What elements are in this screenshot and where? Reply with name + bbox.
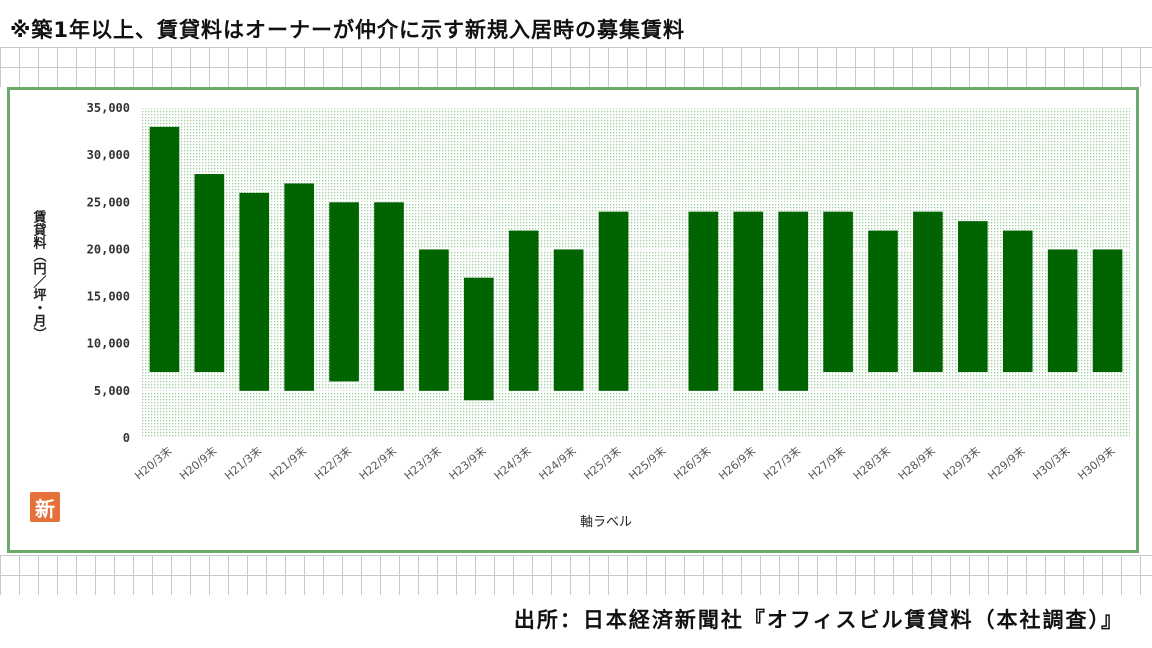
y-tick-label: 20,000: [87, 242, 130, 256]
bar: [284, 183, 315, 391]
bar: [598, 211, 629, 391]
bar: [419, 249, 449, 391]
y-tick-label: 10,000: [87, 337, 130, 351]
bar: [688, 211, 719, 391]
bar-chart: 35,000 30,000 25,000 20,000 15,000 10,000 5,00…: [31, 101, 1130, 530]
bar: [913, 211, 943, 372]
x-tick-label: H24/9末: [536, 444, 579, 483]
spreadsheet-grid-bottom: [0, 555, 1152, 595]
x-tick-label: H26/3末: [671, 444, 714, 483]
bar: [374, 202, 404, 391]
spreadsheet-grid-top: [0, 47, 1152, 87]
x-tick-label: H23/9末: [446, 444, 489, 483]
bar: [868, 230, 898, 372]
y-axis-label: 賃貸料（円／坪・月）: [31, 209, 48, 340]
x-tick-label: H27/3末: [760, 444, 803, 483]
bar: [1002, 230, 1033, 372]
x-tick-label: H28/3末: [850, 444, 893, 483]
x-tick-label: H25/9末: [626, 444, 669, 483]
chart-frame: 35,000 30,000 25,000 20,000 15,000 10,000 5,00…: [7, 87, 1139, 553]
bar: [329, 202, 359, 382]
x-tick-label: H29/9末: [985, 444, 1028, 483]
bar: [508, 230, 539, 391]
bar: [553, 249, 584, 391]
x-tick-label: H20/3末: [132, 444, 175, 483]
bar: [1047, 249, 1078, 372]
new-badge-icon: 新: [30, 492, 60, 522]
bar: [957, 221, 988, 372]
source-note: 出所：日本経済新聞社『オフィスビル賃貸料（本社調査）』: [513, 608, 1124, 632]
bar: [1092, 249, 1123, 372]
bar: [194, 174, 225, 372]
bar: [823, 211, 853, 372]
y-tick-label: 35,000: [87, 101, 130, 115]
x-tick-label: H20/9末: [177, 444, 220, 483]
x-tick-label: H21/9末: [266, 444, 309, 483]
x-axis-label: 軸ラベル: [580, 515, 632, 530]
y-tick-labels: 35,000 30,000 25,000 20,000 15,000 10,000 5,00…: [87, 101, 130, 445]
x-tick-label: H28/9末: [895, 444, 938, 483]
bar: [778, 211, 809, 391]
bars: [149, 126, 1123, 401]
y-tick-label: 25,000: [87, 195, 130, 209]
bar: [733, 211, 764, 391]
x-tick-label: H30/3末: [1030, 444, 1073, 483]
x-tick-label: H21/3末: [222, 444, 265, 483]
y-tick-label: 0: [123, 431, 130, 445]
x-tick-label: H27/9末: [805, 444, 848, 483]
y-tick-label: 5,000: [94, 384, 130, 398]
bar: [239, 192, 270, 391]
x-tick-label: H23/3末: [401, 444, 444, 483]
x-tick-labels: H20/3末 H20/9末 H21/3末 H21/9末 H22/3末 H22/9末 H23/…: [132, 444, 1118, 483]
x-tick-label: H26/9末: [716, 444, 759, 483]
header-note: ※築1年以上、賃貸料はオーナーが仲介に示す新規入居時の募集賃料: [10, 18, 686, 42]
x-tick-label: H29/3末: [940, 444, 983, 483]
x-tick-label: H22/9末: [356, 444, 399, 483]
bar: [463, 277, 494, 401]
x-tick-label: H25/3末: [581, 444, 624, 483]
y-tick-label: 15,000: [87, 290, 130, 304]
bar: [149, 126, 180, 372]
x-tick-label: H24/3末: [491, 444, 534, 483]
x-tick-label: H22/3末: [311, 444, 354, 483]
y-tick-label: 30,000: [87, 148, 130, 162]
x-tick-label: H30/9末: [1075, 444, 1118, 483]
